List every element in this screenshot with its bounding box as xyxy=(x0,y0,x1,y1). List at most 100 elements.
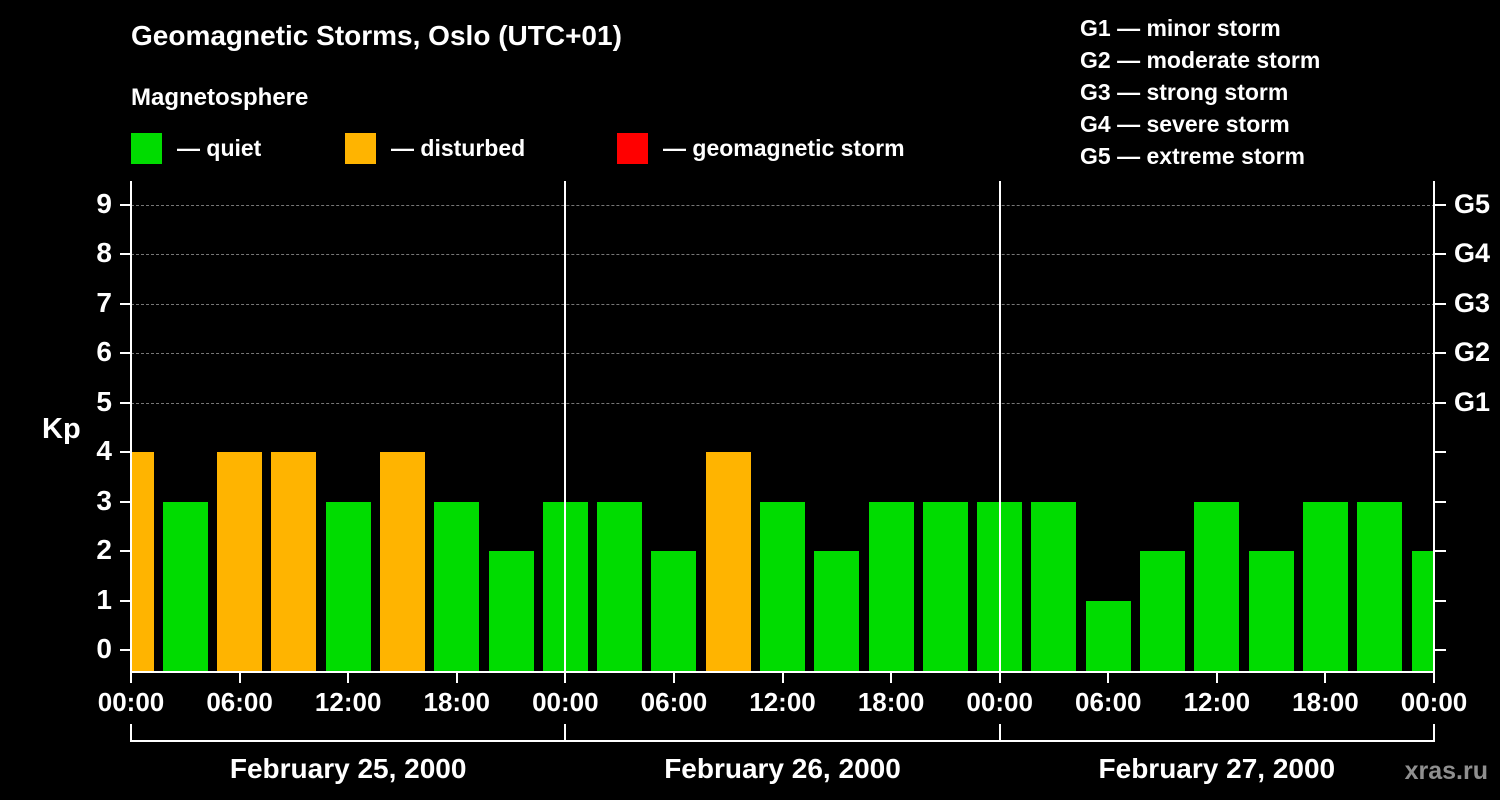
right-axis-tick xyxy=(1435,649,1446,651)
x-axis-time-label: 18:00 xyxy=(423,687,491,717)
legend-label-quiet: — quiet xyxy=(177,135,262,161)
right-axis-label-g2: G2 xyxy=(1454,337,1491,367)
date-bracket-tick xyxy=(998,724,1001,742)
y-axis-tick xyxy=(120,401,131,404)
watermark: xras.ru xyxy=(1404,757,1488,785)
x-axis-tick xyxy=(1324,673,1327,683)
right-axis-tick xyxy=(1435,352,1446,354)
right-axis-tick xyxy=(1435,550,1446,552)
y-axis-tick xyxy=(120,649,131,651)
kp-bar xyxy=(1194,501,1240,672)
date-label: February 27, 2000 xyxy=(1098,753,1336,784)
gridline-kp-5 xyxy=(131,402,1435,404)
x-axis-time-label: 18:00 xyxy=(1292,687,1359,717)
legend-item-quiet: — quiet xyxy=(131,132,261,165)
x-axis-tick xyxy=(1433,673,1435,683)
kp-bar xyxy=(271,452,317,672)
right-axis-tick xyxy=(1435,599,1446,602)
x-axis-tick xyxy=(890,673,893,683)
kp-bar xyxy=(597,501,643,672)
y-axis-tick xyxy=(120,550,131,552)
x-axis-time-label: 00:00 xyxy=(532,687,599,717)
right-axis-tick xyxy=(1435,401,1446,404)
x-axis-time-label: 00:00 xyxy=(97,687,165,717)
x-axis-tick xyxy=(455,673,458,683)
kp-bar xyxy=(434,501,480,672)
kp-bar xyxy=(1357,501,1403,672)
date-label: February 26, 2000 xyxy=(664,753,901,784)
x-axis-tick xyxy=(672,673,675,683)
y-axis-tick xyxy=(120,500,131,503)
legend-item-disturbed: — disturbed xyxy=(345,132,525,165)
x-axis-time-label: 12:00 xyxy=(1183,687,1251,717)
date-bracket-tick xyxy=(1433,724,1435,742)
right-axis-label-g5: G5 xyxy=(1454,188,1491,219)
date-bracket-tick xyxy=(564,724,567,742)
right-axis-tick xyxy=(1435,451,1446,453)
y-axis-title: Kp xyxy=(42,413,81,445)
x-axis-tick xyxy=(238,673,241,683)
kp-bar xyxy=(1248,551,1294,672)
kp-bar xyxy=(651,551,697,672)
y-axis-tick xyxy=(120,203,131,206)
y-axis-label: 4 xyxy=(96,435,112,466)
right-axis-line xyxy=(1433,181,1435,673)
x-axis-tick xyxy=(1107,673,1110,683)
legend-label-storm: — geomagnetic storm xyxy=(663,135,905,161)
kp-bar xyxy=(488,551,534,672)
x-axis-time-label: 18:00 xyxy=(857,687,925,717)
x-axis-tick xyxy=(998,673,1001,683)
kp-bar xyxy=(131,452,154,672)
legend-heading: Magnetosphere xyxy=(131,84,309,111)
x-axis-line xyxy=(130,671,1435,673)
y-axis-label: 9 xyxy=(96,187,112,219)
date-bracket-line xyxy=(130,740,1435,742)
disturbed-color-swatch xyxy=(345,133,376,164)
y-axis-label: 0 xyxy=(96,633,112,664)
x-axis-tick xyxy=(347,673,350,683)
y-axis-label: 1 xyxy=(96,583,112,615)
x-axis-time-label: 06:00 xyxy=(206,687,273,717)
plot-area xyxy=(131,181,1435,672)
kp-bar xyxy=(379,452,425,672)
kp-bar xyxy=(868,501,914,672)
x-axis-time-label: 12:00 xyxy=(749,687,816,717)
x-axis-tick xyxy=(564,673,567,683)
right-axis-label-g4: G4 xyxy=(1454,238,1491,268)
x-axis-time-label: 00:00 xyxy=(966,687,1033,717)
kp-bar xyxy=(705,452,751,672)
y-axis-tick xyxy=(120,302,131,305)
kp-bar xyxy=(217,452,263,672)
legend-item-storm: — geomagnetic storm xyxy=(617,132,905,165)
storm-scale-g2: G2 — moderate storm xyxy=(1080,47,1321,73)
storm-scale-g4: G4 — severe storm xyxy=(1080,111,1290,137)
quiet-color-swatch xyxy=(131,133,162,164)
gridline-kp-8 xyxy=(131,254,1435,255)
kp-bar xyxy=(1085,600,1131,672)
x-axis-tick xyxy=(781,673,784,683)
kp-bar xyxy=(1411,551,1435,672)
y-axis-label: 3 xyxy=(96,484,112,516)
storm-scale-g1: G1 — minor storm xyxy=(1080,15,1281,41)
right-axis-tick xyxy=(1435,203,1446,206)
y-axis-tick xyxy=(120,253,131,255)
kp-bar xyxy=(922,501,968,672)
chart-title: Geomagnetic Storms, Oslo (UTC+01) xyxy=(131,20,622,51)
gridline-kp-6 xyxy=(131,353,1435,354)
storm-scale-legend: G1 — minor storm G2 — moderate storm G3 … xyxy=(1080,12,1320,172)
kp-bar xyxy=(1031,501,1077,672)
kp-bar xyxy=(760,501,805,672)
date-label: February 25, 2000 xyxy=(229,753,467,784)
legend-label-disturbed: — disturbed xyxy=(391,135,526,161)
right-axis-tick xyxy=(1435,302,1446,305)
right-axis-label-g1: G1 xyxy=(1454,386,1491,417)
storm-scale-g5: G5 — extreme storm xyxy=(1080,143,1305,169)
right-axis-tick xyxy=(1435,500,1446,503)
y-axis-label: 2 xyxy=(96,534,112,565)
y-axis-label: 6 xyxy=(96,336,112,367)
kp-bar xyxy=(814,551,860,672)
kp-bar xyxy=(325,501,371,672)
y-axis-label: 7 xyxy=(96,286,112,318)
x-axis-tick xyxy=(130,673,132,683)
